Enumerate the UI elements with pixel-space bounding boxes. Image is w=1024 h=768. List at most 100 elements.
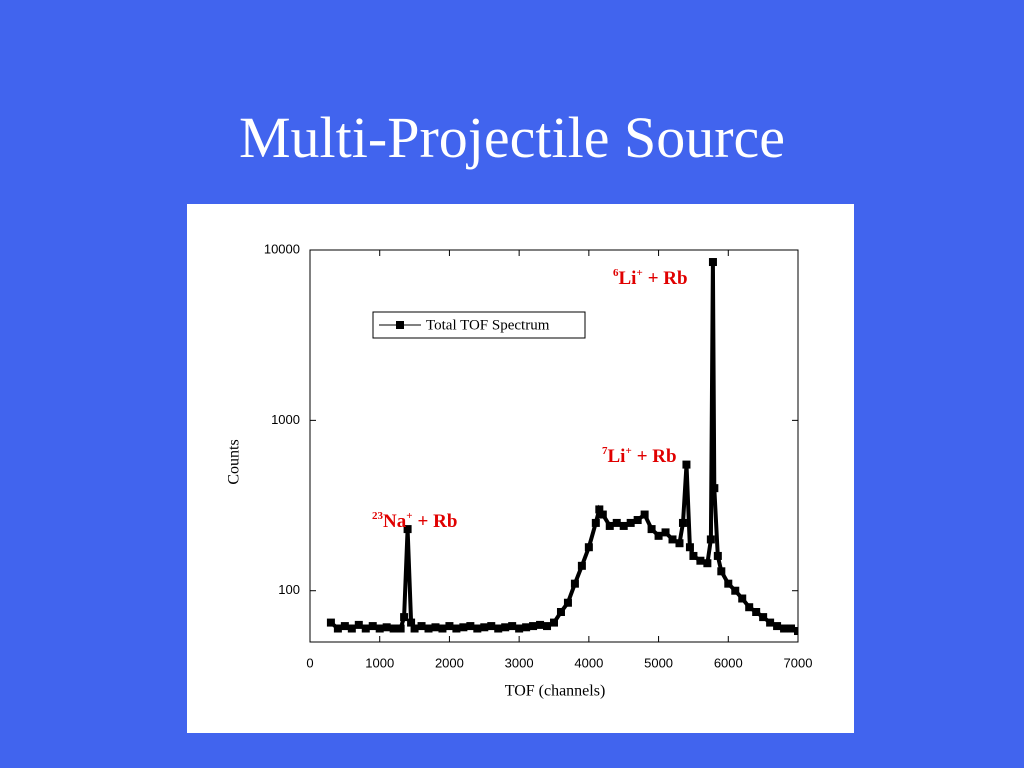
annotation-ion: Li	[619, 268, 637, 289]
data-point	[605, 521, 614, 530]
data-point	[591, 518, 600, 527]
data-point	[340, 622, 349, 631]
data-point	[368, 622, 377, 631]
y-tick-label: 1000	[271, 412, 300, 427]
annotation-text: + Rb	[418, 511, 458, 532]
plot-frame	[309, 249, 799, 643]
x-tick-label: 4000	[574, 655, 603, 670]
data-point	[731, 586, 740, 595]
data-point	[438, 624, 447, 633]
annotation-text: + Rb	[648, 268, 688, 289]
x-tick-label: 7000	[784, 655, 813, 670]
data-point	[536, 620, 545, 629]
data-point	[480, 623, 489, 632]
data-point	[354, 620, 363, 629]
data-point	[487, 622, 496, 631]
data-point	[473, 624, 482, 633]
data-point	[745, 603, 754, 612]
annotation-charge: +	[625, 445, 631, 457]
data-point	[563, 598, 572, 607]
data-point	[361, 624, 370, 633]
data-point	[410, 624, 419, 633]
data-point	[661, 528, 670, 537]
data-point	[466, 622, 475, 631]
data-point	[556, 608, 565, 617]
x-tick-label: 3000	[505, 655, 534, 670]
data-point	[529, 622, 538, 631]
data-point	[595, 505, 604, 514]
data-point	[403, 525, 412, 534]
x-axis-label: TOF (channels)	[505, 683, 606, 700]
data-point	[400, 613, 409, 622]
data-point	[550, 618, 558, 627]
data-point	[668, 535, 677, 544]
data-point	[773, 622, 782, 631]
data-point	[619, 521, 628, 530]
legend-symbol	[396, 321, 404, 329]
data-point	[598, 510, 607, 519]
x-tick-label: 5000	[644, 655, 673, 670]
data-point	[738, 594, 747, 603]
chart-panel: TOF (channels) Counts 0 1000 2000 3000 4000 5…	[187, 204, 854, 733]
legend-label: Total TOF Spectrum	[426, 317, 550, 333]
data-point	[570, 579, 579, 588]
annotation-charge: +	[636, 267, 642, 279]
data-point	[713, 551, 722, 560]
annotation-ion: Na	[383, 511, 407, 532]
data-point	[407, 618, 416, 627]
data-point	[678, 518, 687, 527]
data-point	[326, 618, 335, 627]
data-point	[675, 539, 684, 548]
data-point	[522, 623, 531, 632]
data-point	[577, 561, 586, 570]
data-point	[626, 518, 635, 527]
annotation: 23Na+ + Rb	[372, 510, 457, 533]
data-point	[724, 579, 733, 588]
data-point	[654, 531, 663, 540]
data-point	[347, 624, 356, 633]
data-point	[794, 627, 798, 636]
x-tick-label: 6000	[714, 655, 743, 670]
data-point	[752, 608, 761, 617]
data-point	[689, 551, 698, 560]
data-point	[717, 567, 726, 576]
data-point	[515, 624, 524, 633]
data-point	[710, 484, 719, 493]
data-point	[766, 618, 775, 627]
data-point	[452, 624, 461, 633]
x-tick-label: 2000	[435, 655, 464, 670]
data-point	[508, 622, 517, 631]
data-point	[543, 622, 552, 631]
data-point	[703, 559, 712, 568]
annotation-text: + Rb	[637, 446, 677, 467]
data-point	[445, 622, 454, 631]
annotation-mass: 6	[613, 267, 619, 279]
data-point	[682, 460, 691, 469]
data-point	[431, 623, 440, 632]
data-point	[787, 624, 796, 633]
y-axis-label: Counts	[226, 439, 243, 484]
data-point	[612, 518, 621, 527]
data-point	[759, 613, 768, 622]
series-line	[329, 261, 798, 633]
slide-title: Multi-Projectile Source	[238, 105, 786, 170]
data-point	[417, 622, 426, 631]
data-point	[584, 543, 593, 552]
data-point	[424, 624, 433, 633]
data-point	[333, 624, 342, 633]
data-point	[706, 535, 715, 544]
data-point	[640, 510, 649, 519]
series	[326, 258, 798, 636]
annotation-charge: +	[406, 510, 412, 522]
y-tick-label: 100	[278, 582, 300, 597]
chart: TOF (channels) Counts 0 1000 2000 3000 4000 5…	[226, 241, 813, 700]
annotation-mass: 7	[602, 445, 608, 457]
data-point	[396, 624, 405, 633]
data-point	[696, 556, 705, 565]
data-point	[708, 258, 717, 267]
data-point	[375, 624, 384, 633]
annotation-ion: Li	[608, 446, 626, 467]
annotation-mass: 23	[372, 510, 384, 522]
x-tick-label: 1000	[365, 655, 394, 670]
